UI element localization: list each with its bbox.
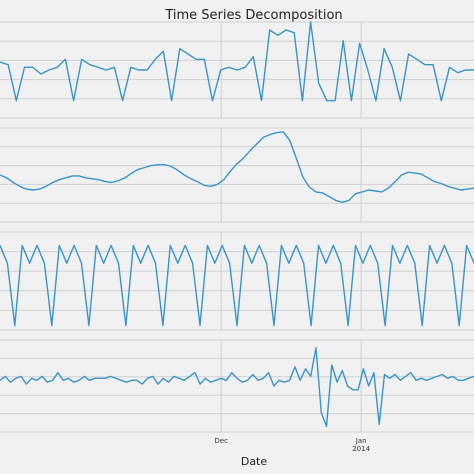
- x-axis-label: Date: [241, 455, 268, 468]
- decomposition-panel-3: [0, 231, 474, 331]
- x-tick-dec: Dec: [214, 437, 228, 445]
- series-line-panel-4: [0, 347, 474, 427]
- decomposition-panel-4: [0, 339, 474, 433]
- series-line-panel-2: [0, 131, 474, 204]
- x-tick-jan-year: 2014: [352, 445, 370, 453]
- x-tick-jan: Jan: [355, 437, 367, 445]
- panels: [0, 21, 474, 433]
- series-line-panel-3: [0, 244, 474, 327]
- decomposition-panel-1: [0, 21, 474, 119]
- chart-title: Time Series Decomposition: [164, 8, 342, 23]
- series-line-panel-1: [0, 21, 474, 102]
- decomposition-panel-2: [0, 127, 474, 223]
